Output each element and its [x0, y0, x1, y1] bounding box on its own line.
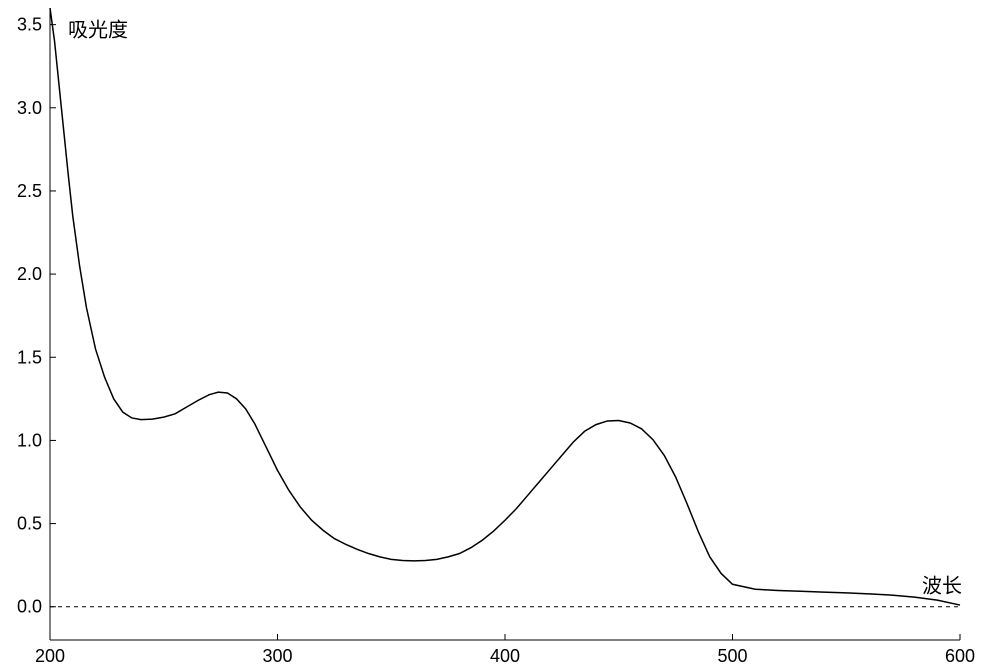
x-tick-label: 200: [35, 646, 65, 666]
y-axis-title: 吸光度: [68, 19, 128, 42]
y-tick-label: 0.0: [17, 597, 42, 617]
x-axis-title: 波长: [922, 575, 962, 598]
x-tick-label: 500: [717, 646, 747, 666]
x-tick-label: 600: [945, 646, 975, 666]
spectrum-chart: 0.0 0.5 1.0 1.5 2.0 2.5 3.0 3.5 200 300 400 500 600 吸…: [0, 0, 1000, 670]
y-tick-label: 2.5: [17, 181, 42, 201]
x-tick-label: 300: [262, 646, 292, 666]
x-tick-label: 400: [490, 646, 520, 666]
y-tick-label: 3.0: [17, 98, 42, 118]
y-tick-label: 3.5: [17, 15, 42, 35]
y-tick-label: 1.5: [17, 347, 42, 367]
y-tick-label: 2.0: [17, 264, 42, 284]
spectrum-line: [50, 8, 960, 605]
y-tick-label: 1.0: [17, 430, 42, 450]
y-tick-label: 0.5: [17, 514, 42, 534]
